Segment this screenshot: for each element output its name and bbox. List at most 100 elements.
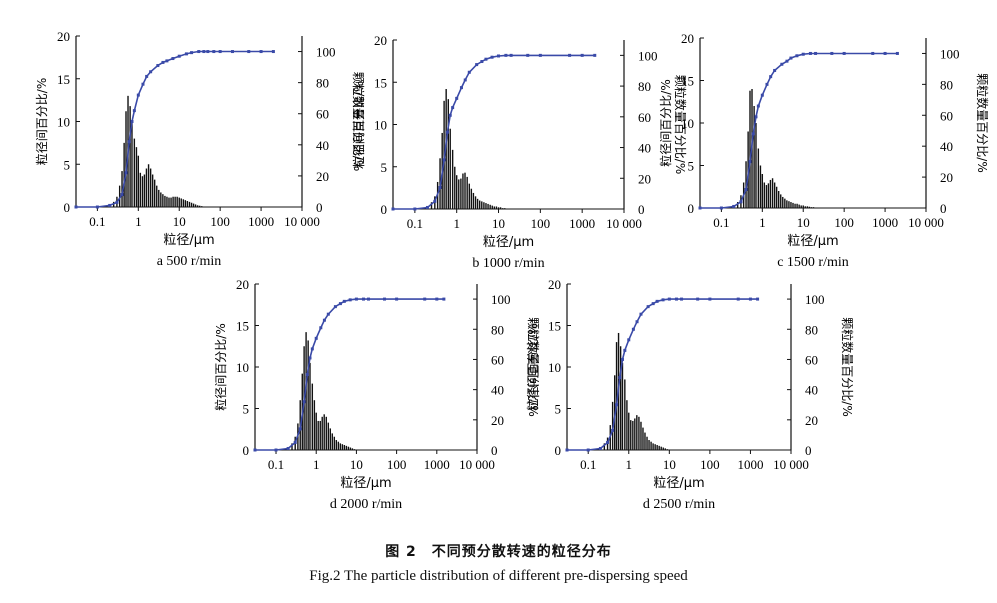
histogram-bar: [786, 200, 788, 208]
x-tick-label: 1000: [872, 215, 898, 230]
cumulative-point: [801, 52, 805, 56]
histogram-bar: [170, 197, 172, 207]
cumulative-point: [212, 50, 216, 54]
cumulative-point: [526, 53, 530, 57]
cumulative-point: [395, 297, 399, 301]
histogram-bar: [333, 436, 336, 450]
x-tick-label: 1: [453, 216, 460, 231]
y2-tick-label: 60: [805, 352, 818, 367]
cumulative-curve: [76, 50, 274, 208]
histogram-bar: [784, 198, 786, 208]
cumulative-point: [780, 62, 784, 66]
histogram-bar: [634, 418, 636, 450]
cumulative-point: [177, 54, 181, 58]
cumulative-point: [455, 96, 459, 100]
histogram-bar: [792, 202, 794, 208]
panel-caption: b 1000 r/min: [472, 256, 544, 271]
cumulative-point: [789, 56, 793, 60]
cumulative-point: [871, 51, 875, 55]
y2-tick-label: 0: [940, 201, 947, 216]
y-tick-label: 20: [681, 31, 694, 46]
figure-caption-en: Fig.2 The particle distribution of diffe…: [309, 568, 688, 584]
histogram-bar: [493, 206, 496, 209]
histogram-bar: [644, 432, 646, 450]
x-axis-label: 粒径/μm: [340, 476, 391, 491]
y-tick-label: 15: [548, 319, 561, 334]
histogram-bar: [491, 205, 493, 209]
cumulative-point: [305, 373, 309, 377]
cumulative-point: [322, 318, 326, 322]
cumulative-point: [580, 53, 584, 57]
y2-tick-label: 40: [805, 383, 818, 398]
y2-tick-label: 100: [491, 292, 511, 307]
y-tick-label: 5: [243, 402, 250, 417]
cumulative-point: [124, 171, 128, 175]
cumulative-point: [808, 51, 812, 55]
histogram-bar: [317, 420, 319, 450]
y2-tick-label: 80: [316, 76, 329, 91]
histogram-bar: [761, 174, 764, 208]
y2-axis-label: 颗粒数量百分比/%: [840, 317, 855, 416]
histogram-bar: [343, 445, 346, 450]
cumulative-point: [442, 158, 446, 162]
histogram-bar: [476, 198, 479, 209]
cumulative-point: [620, 357, 624, 361]
histogram-bar: [660, 446, 662, 450]
histogram-bar: [765, 185, 768, 208]
y2-tick-label: 20: [940, 170, 953, 185]
y2-tick-label: 0: [491, 443, 498, 458]
cumulative-point: [842, 51, 846, 55]
histogram-bar: [353, 449, 356, 450]
cumulative-point: [165, 59, 169, 63]
cumulative-point: [631, 327, 635, 331]
cumulative-point: [504, 53, 508, 57]
histogram-bar: [339, 443, 342, 450]
cumulative-curve: [393, 54, 595, 210]
cumulative-point: [490, 55, 494, 59]
y2-tick-label: 20: [805, 413, 818, 428]
cumulative-curve: [700, 52, 898, 209]
figure-caption-cn: 图 2 不同预分散转速的粒径分布: [385, 544, 612, 560]
histogram-bar: [628, 412, 630, 450]
cumulative-point: [423, 297, 427, 301]
histogram-bar: [307, 340, 309, 450]
cumulative-point: [354, 297, 358, 301]
cumulative-point: [618, 376, 622, 380]
histogram-bar: [449, 128, 451, 209]
y2-tick-label: 40: [316, 138, 329, 153]
histogram-bar: [638, 416, 640, 450]
histogram-bar: [192, 203, 195, 207]
histogram-bar: [615, 342, 618, 450]
histogram-bar: [495, 206, 498, 209]
histogram-bar: [636, 415, 638, 450]
histogram-bar: [125, 111, 127, 207]
cumulative-point: [130, 120, 134, 123]
cumulative-point: [586, 448, 590, 452]
cumulative-point: [769, 75, 773, 79]
cumulative-point: [338, 302, 342, 306]
x-axis-label: 粒径/μm: [653, 476, 704, 491]
histogram-bar: [451, 149, 454, 209]
y-tick-label: 5: [381, 160, 388, 175]
cumulative-point: [744, 187, 748, 191]
cumulative-point: [739, 200, 743, 204]
cumulative-point: [463, 78, 467, 82]
cumulative-point: [459, 86, 463, 90]
histogram-bar: [351, 448, 354, 450]
cumulative-point: [127, 140, 131, 144]
x-tick-label: 100: [531, 216, 551, 231]
histogram-bar: [646, 436, 648, 450]
histogram-bar: [788, 201, 790, 208]
cumulative-point: [785, 59, 789, 63]
histogram-bar: [632, 420, 634, 450]
y-tick-label: 5: [688, 159, 695, 174]
y-tick-label: 0: [64, 200, 71, 215]
y-tick-label: 10: [236, 360, 249, 375]
y2-tick-label: 40: [638, 141, 651, 156]
histogram-bar: [168, 197, 170, 207]
histogram-bar: [460, 178, 462, 209]
cumulative-point: [190, 51, 194, 55]
histogram-bar: [319, 420, 321, 450]
histogram-bar: [178, 197, 180, 207]
histogram-bar: [464, 172, 466, 209]
